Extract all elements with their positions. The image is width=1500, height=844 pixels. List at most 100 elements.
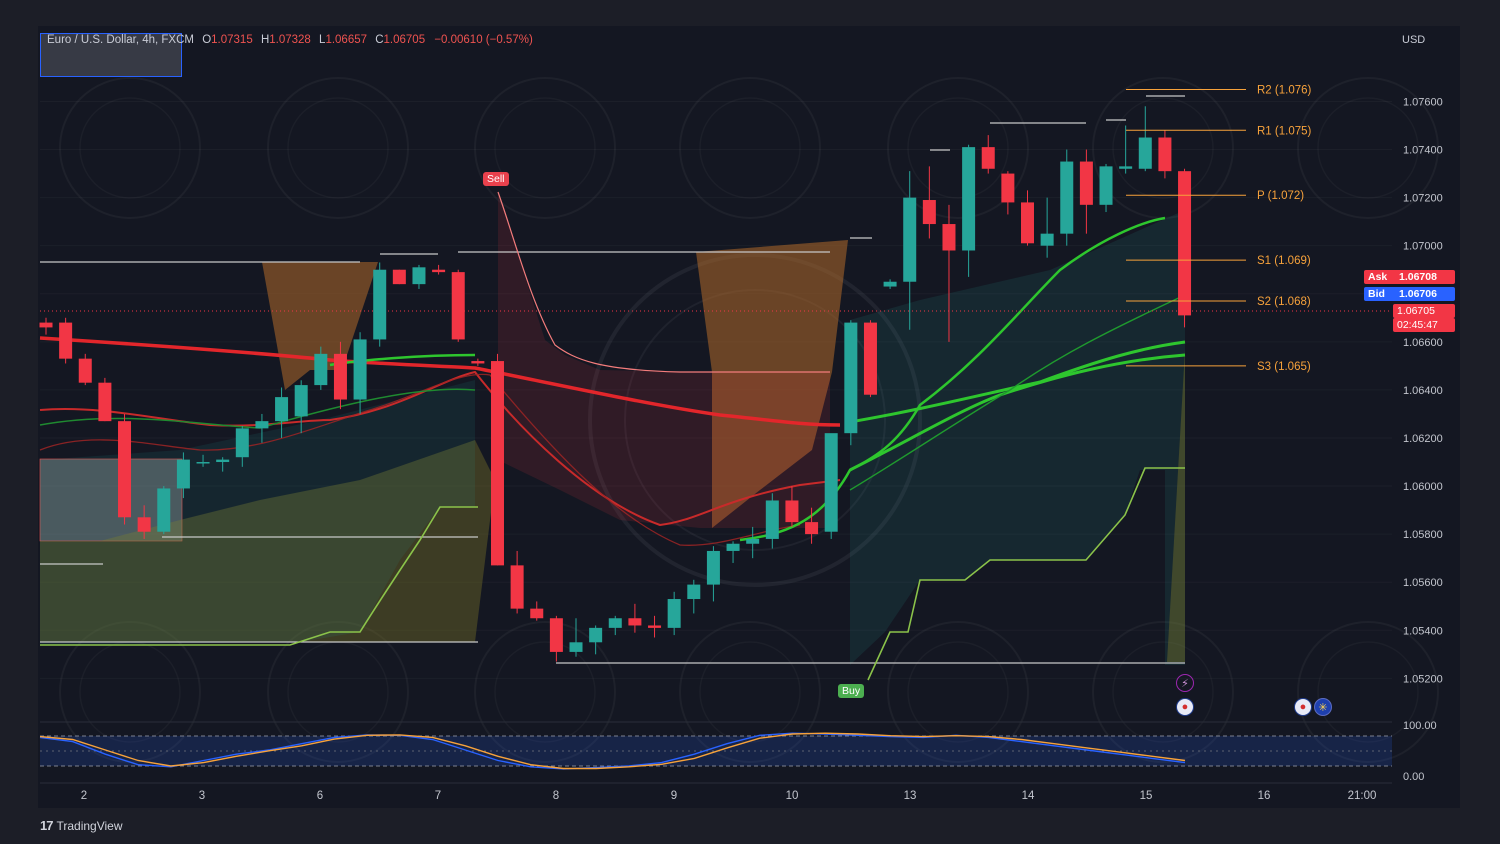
bear-candle — [805, 522, 819, 535]
bear-candle — [490, 361, 504, 566]
time-tick-label: 15 — [1140, 790, 1153, 802]
orange-zone — [696, 240, 848, 528]
bear-candle — [530, 608, 544, 619]
bull-candle — [196, 462, 210, 464]
symbol-name[interactable]: Euro / U.S. Dollar, 4h, FXCM — [47, 34, 194, 46]
price-tick-label: 1.07400 — [1403, 145, 1443, 157]
price-axis: 1.076001.074001.072001.070001.068001.066… — [1403, 96, 1443, 685]
legend-highlight — [40, 33, 182, 77]
bear-candle — [981, 147, 995, 169]
bull-candle — [157, 488, 171, 532]
watermark-ring — [80, 98, 180, 198]
change-value: −0.00610 (−0.57%) — [434, 34, 533, 46]
watermark-ring — [1113, 642, 1213, 742]
watermark-ring — [887, 77, 1029, 219]
watermark-ring — [288, 642, 388, 742]
bull-candle — [412, 267, 426, 285]
bear-candle — [549, 618, 563, 652]
bull-candle — [569, 642, 583, 652]
ema-slow-red — [39, 336, 841, 427]
watermark-ring — [1092, 621, 1234, 763]
bull-candle — [962, 147, 976, 251]
ema-green — [849, 353, 1186, 472]
watermark-ring — [1297, 77, 1439, 219]
time-tick-label: 8 — [553, 790, 559, 802]
watermark-ring — [267, 77, 409, 219]
bull-candle — [726, 543, 740, 551]
bull-candle — [1099, 166, 1113, 205]
open-label: O — [202, 34, 212, 46]
bull-candle — [255, 421, 269, 429]
bull-candle — [294, 385, 308, 417]
watermark-ring — [1297, 621, 1439, 763]
oscillator-tick-label: 100.00 — [1403, 720, 1437, 732]
brand-name: TradingView — [56, 818, 123, 833]
bear-candle — [39, 322, 53, 328]
price-tick-label: 1.07600 — [1403, 96, 1443, 108]
supertrend-line — [867, 467, 1185, 681]
bear-candle — [1021, 202, 1034, 244]
buy-signal-label: Buy — [838, 684, 865, 698]
bear-candle — [1178, 171, 1192, 316]
bear-candle — [863, 322, 877, 395]
pivot-label: P (1.072) — [1257, 190, 1304, 202]
price-tick-label: 1.05800 — [1403, 529, 1443, 541]
bull-candle — [765, 500, 779, 539]
price-tick-label: 1.05200 — [1403, 673, 1443, 685]
low-label: L — [319, 34, 326, 46]
bear-candle — [510, 565, 524, 609]
time-tick-label: 10 — [786, 790, 799, 802]
currency-label[interactable]: USD — [1402, 34, 1426, 46]
symbol-legend[interactable]: Euro / U.S. Dollar, 4h, FXCM O1.07315 H1… — [47, 34, 533, 46]
watermark-ring — [474, 77, 616, 219]
support-zone — [40, 440, 495, 642]
watermark-ring — [887, 621, 1029, 763]
bull-shade — [40, 380, 475, 645]
bear-candle — [785, 500, 799, 523]
bear-candle — [1079, 161, 1093, 205]
bear-candle — [1001, 173, 1015, 203]
pivot-levels: R2 (1.076) R1 (1.075) P (1.072) S1 (1.069) S… — [1126, 84, 1312, 373]
bear-candle — [1158, 137, 1172, 172]
time-tick-label: 13 — [904, 790, 917, 802]
bear-candle — [432, 269, 446, 273]
ask-label: Ask — [1364, 270, 1400, 284]
bull-candle — [903, 197, 917, 282]
price-tick-label: 1.05600 — [1403, 577, 1443, 589]
time-tick-label: 9 — [671, 790, 677, 802]
us-flag-icon[interactable]: ● — [1176, 698, 1194, 716]
flash-event-icon[interactable]: ⚡ — [1176, 674, 1194, 692]
watermark-ring — [59, 77, 201, 219]
last-price: 1.06705 — [1393, 304, 1455, 318]
high-value: 1.07328 — [269, 34, 311, 46]
bull-candle — [608, 618, 622, 628]
candles-group — [39, 106, 1192, 662]
watermark-ring — [474, 621, 616, 763]
time-tick-label: 3 — [199, 790, 205, 802]
bear-shade — [498, 192, 830, 528]
oscillator-k-line — [39, 732, 1186, 770]
time-tick-label: 21:00 — [1348, 790, 1377, 802]
oscillator-tick-label: 0.00 — [1403, 771, 1424, 783]
watermark-ring — [679, 77, 821, 219]
watermark-ring — [700, 98, 800, 198]
time-tick-label: 6 — [317, 790, 323, 802]
bull-candle — [216, 459, 230, 463]
close-label: C — [375, 34, 384, 46]
bull-candle — [176, 459, 190, 489]
bear-candle — [451, 272, 465, 340]
bull-candle — [235, 428, 249, 458]
bull-candle — [1040, 233, 1054, 246]
bear-candle — [98, 382, 112, 422]
ema-fast-red — [39, 373, 801, 546]
pivot-label: S2 (1.068) — [1257, 296, 1311, 308]
eu-flag-icon[interactable]: ✳ — [1314, 698, 1332, 716]
bid-price: 1.06706 — [1395, 287, 1455, 301]
bull-shade — [850, 210, 1185, 665]
pivot-label: R2 (1.076) — [1257, 84, 1312, 96]
tradingview-brand[interactable]: 17 TradingView — [40, 818, 123, 833]
bull-candle — [314, 353, 328, 386]
us-flag-icon[interactable]: ● — [1294, 698, 1312, 716]
bear-candle — [648, 625, 662, 628]
